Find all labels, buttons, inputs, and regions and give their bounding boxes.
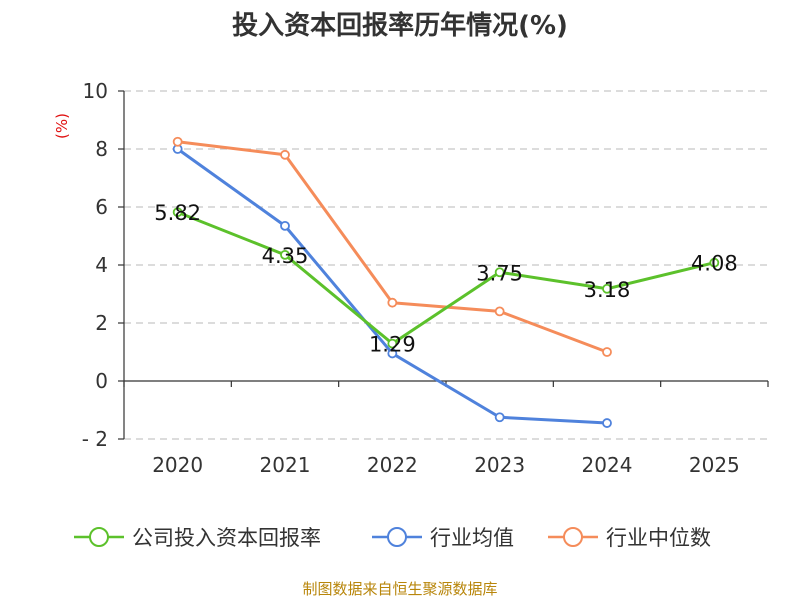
chart-title: 投入资本回报率历年情况(%) [232, 10, 568, 41]
y-tick-label: 8 [95, 137, 108, 161]
legend-label: 公司投入资本回报率 [132, 526, 321, 550]
legend-marker [387, 527, 407, 547]
legend-label: 行业中位数 [606, 526, 711, 550]
y-tick-label: 2 [95, 311, 108, 335]
legend-marker [89, 527, 109, 547]
series-line [177, 210, 715, 346]
data-label: 3.18 [584, 278, 631, 302]
data-point [709, 257, 720, 268]
x-tick-label: 2021 [260, 453, 311, 477]
data-labels: 5.82 4.35 1.29 3.75 3.18 4.08 [154, 201, 737, 356]
legend-label: 行业均值 [430, 526, 514, 550]
data-point [494, 267, 505, 278]
y-tick-label: 0 [95, 369, 108, 393]
x-tick-label: 2024 [582, 453, 633, 477]
data-label: 5.82 [154, 201, 201, 225]
data-point [172, 136, 183, 147]
data-point [387, 338, 398, 349]
series-line [177, 140, 608, 354]
legend-item[interactable]: 公司投入资本回报率 [74, 526, 321, 550]
data-label: 3.75 [476, 261, 523, 285]
x-tick-label: 2023 [474, 453, 525, 477]
data-point [172, 207, 183, 218]
data-label: 4.35 [262, 244, 309, 268]
data-point [494, 412, 505, 423]
y-tick-label: 6 [95, 195, 108, 219]
data-label: 4.08 [691, 252, 738, 276]
x-tick-label: 2022 [367, 453, 418, 477]
series [172, 136, 720, 428]
y-axis-label: (%) [53, 113, 71, 139]
data-point [387, 348, 398, 359]
data-point [280, 220, 290, 231]
axes: - 2 0 2 4 6 8 10 2020 2021 2022 2023 2024 2025 [82, 79, 769, 477]
data-point [280, 249, 290, 260]
legend[interactable]: 公司投入资本回报率 行业均值 行业中位数 [74, 526, 711, 550]
legend-item[interactable]: 行业中位数 [548, 526, 711, 550]
data-point [602, 283, 612, 294]
y-tick-label: 10 [83, 79, 108, 103]
data-point [494, 306, 505, 317]
series-line [176, 147, 608, 425]
x-tick-label: 2020 [152, 453, 203, 477]
y-tick-label: - 2 [82, 427, 108, 451]
x-tick-label: 2025 [689, 453, 740, 477]
data-point [280, 149, 290, 160]
data-point [387, 297, 398, 308]
y-tick-label: 4 [95, 253, 108, 277]
source-note: 制图数据来自恒生聚源数据库 [302, 580, 497, 598]
legend-item[interactable]: 行业均值 [372, 526, 514, 550]
data-point [602, 418, 612, 428]
legend-marker [563, 527, 583, 547]
data-label: 1.29 [369, 333, 416, 357]
data-point [602, 347, 612, 357]
